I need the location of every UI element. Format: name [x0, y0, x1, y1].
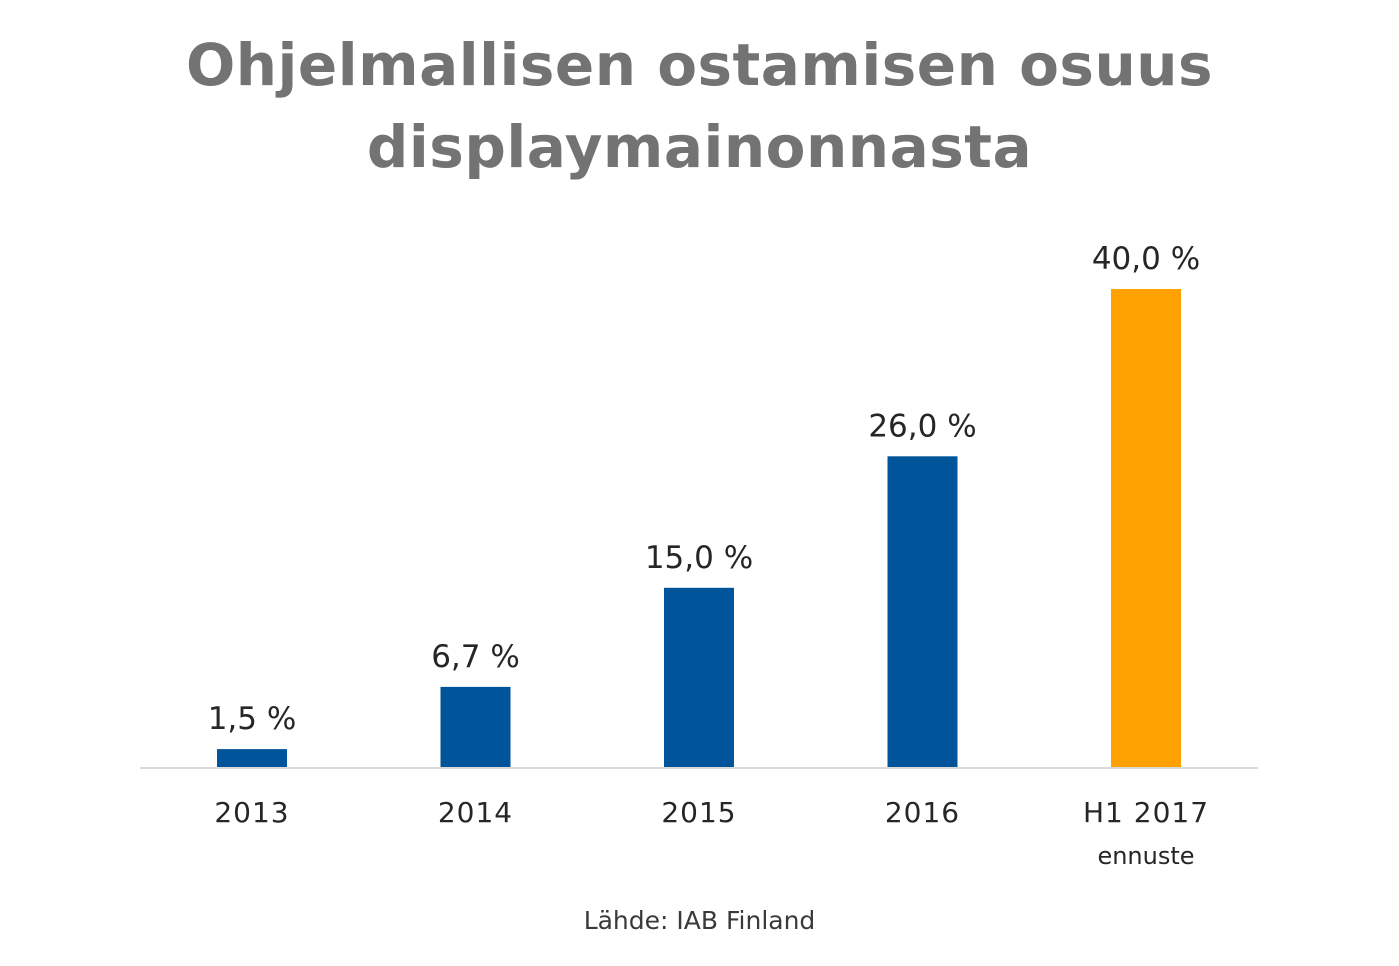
bar-2014: [440, 686, 511, 767]
bar-2016: [887, 456, 958, 767]
labels-layer: 1,5 % 2013 6,7 % 2014 15,0 % 2015 26,0 % 2016 40…: [208, 241, 1209, 870]
data-label: 26,0 %: [868, 408, 976, 444]
data-label: 1,5 %: [208, 701, 297, 737]
source-note: Lähde: IAB Finland: [583, 906, 816, 935]
x-tick-label: 2015: [661, 796, 736, 829]
x-tick-label: H1 2017: [1083, 796, 1209, 829]
bars-layer: [217, 289, 1181, 768]
x-tick-sublabel: ennuste: [1097, 842, 1194, 870]
x-tick-label: 2014: [438, 796, 513, 829]
bar-2013: [217, 749, 287, 767]
bar-h1-2017: [1111, 289, 1181, 767]
bar-2015: [664, 587, 734, 768]
data-label: 40,0 %: [1092, 241, 1200, 277]
x-tick-label: 2016: [885, 796, 960, 829]
data-label: 6,7 %: [431, 639, 520, 675]
chart-title-line-2: displaymainonnasta: [366, 113, 1033, 181]
x-tick-label: 2013: [214, 796, 289, 829]
data-label: 15,0 %: [645, 540, 753, 576]
chart-title-line-1: Ohjelmallisen ostamisen osuus: [185, 31, 1214, 99]
chart-title: Ohjelmallisen ostamisen osuus displaymai…: [0, 24, 1399, 188]
